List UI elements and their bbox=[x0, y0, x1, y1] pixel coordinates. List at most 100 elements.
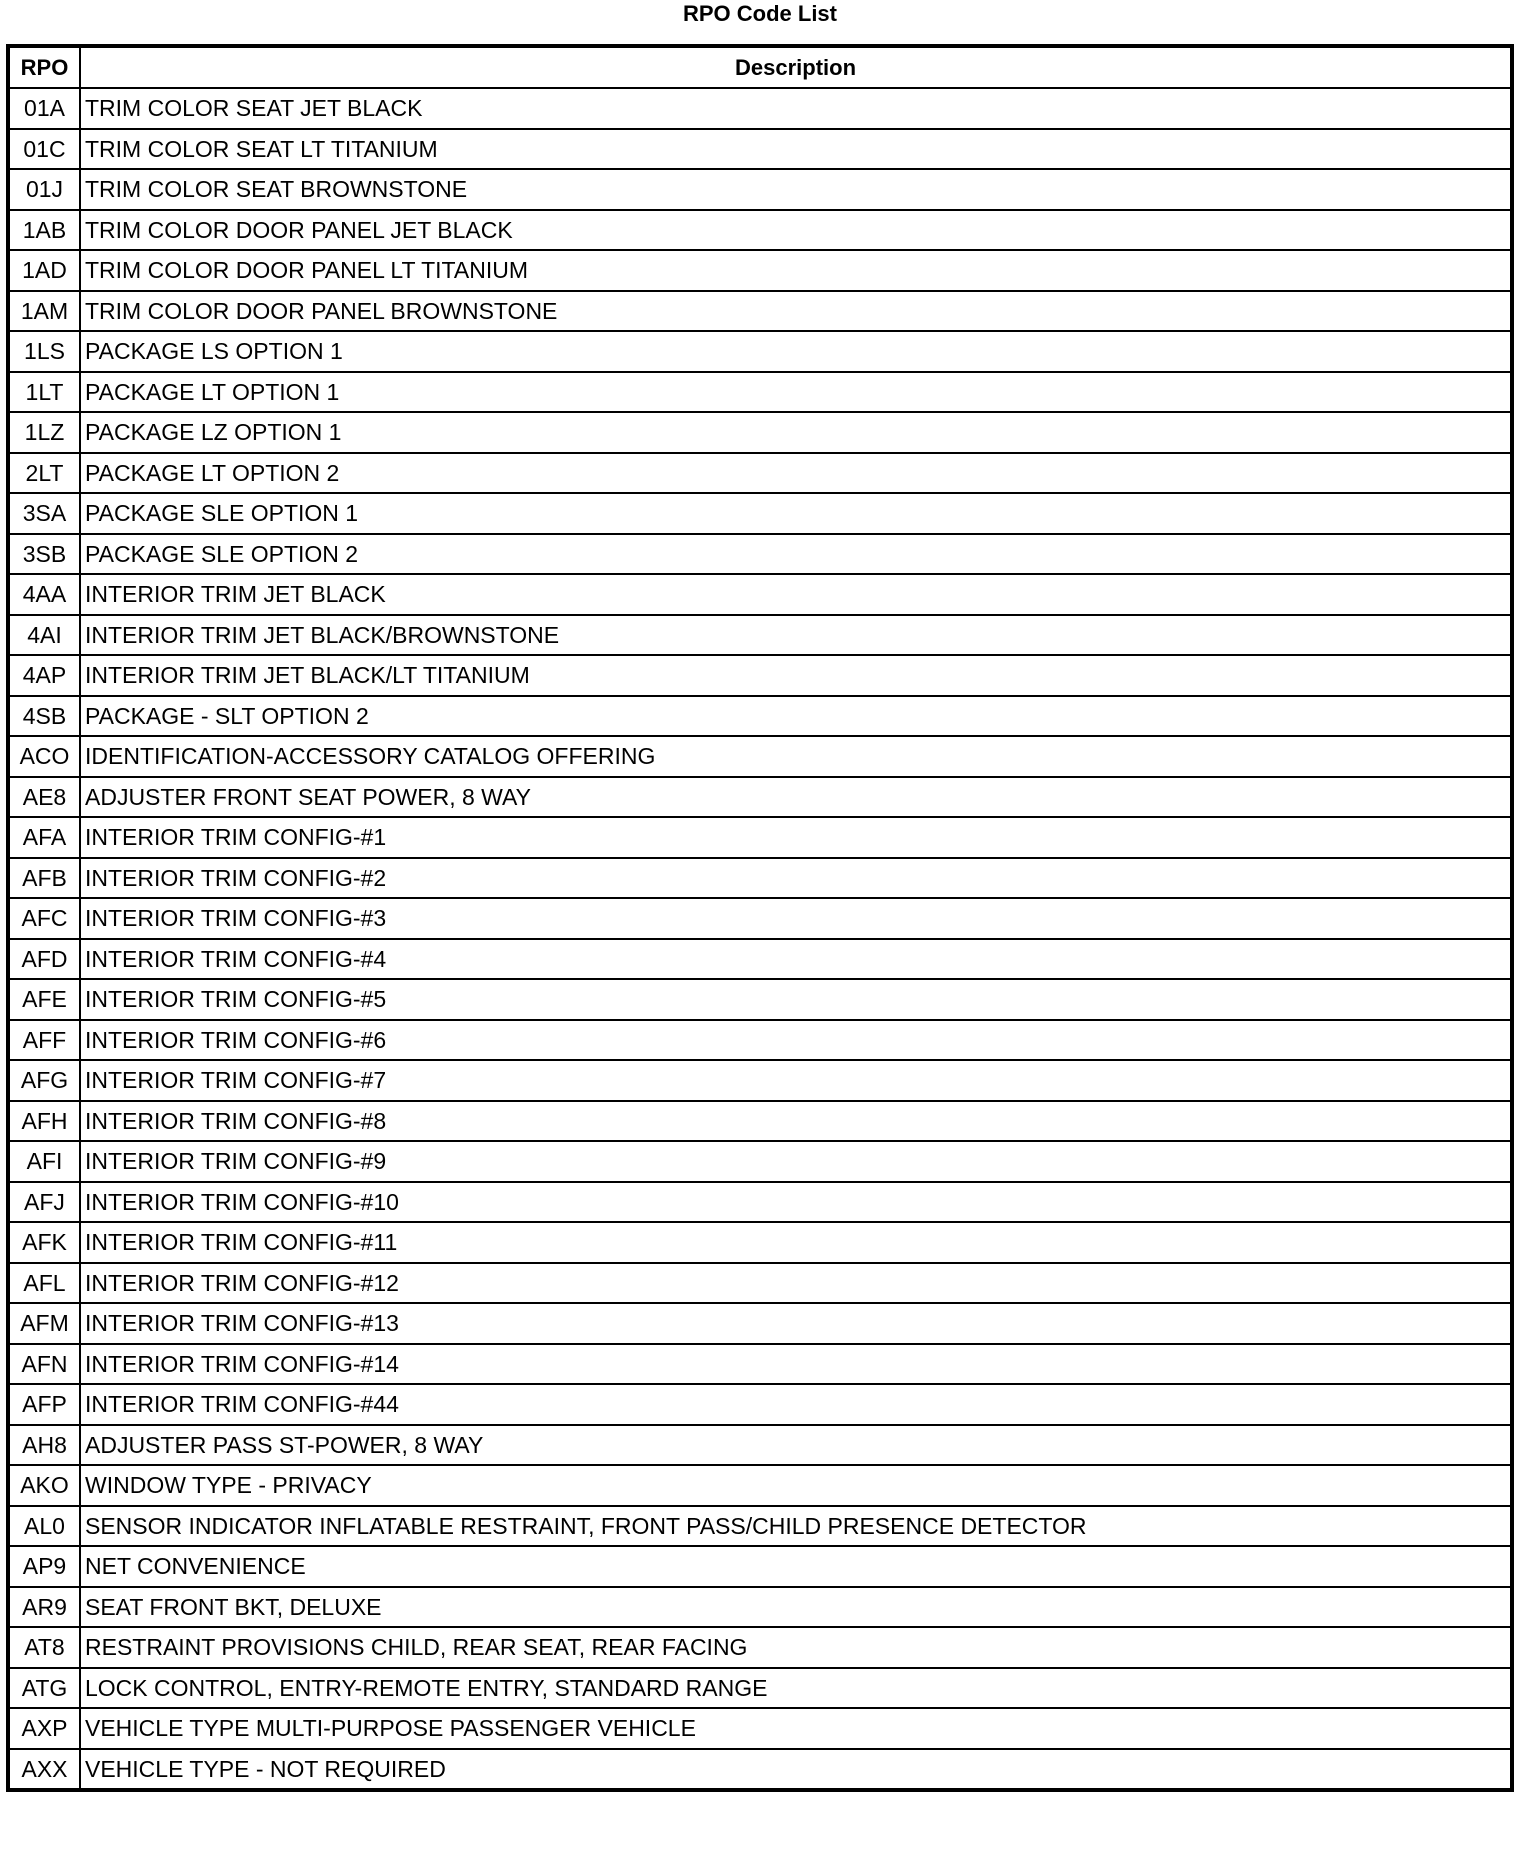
description-cell: INTERIOR TRIM CONFIG-#2 bbox=[79, 856, 1513, 899]
description-cell: TRIM COLOR DOOR PANEL JET BLACK bbox=[79, 208, 1513, 251]
description-cell: TRIM COLOR SEAT LT TITANIUM bbox=[79, 127, 1513, 170]
rpo-code-cell: AFH bbox=[7, 1099, 81, 1142]
description-cell: ADJUSTER FRONT SEAT POWER, 8 WAY bbox=[79, 775, 1513, 818]
description-cell: PACKAGE - SLT OPTION 2 bbox=[79, 694, 1513, 737]
rpo-code-cell: ATG bbox=[7, 1666, 81, 1709]
table-row: AFP INTERIOR TRIM CONFIG-#44 bbox=[7, 1383, 1513, 1426]
description-cell: INTERIOR TRIM JET BLACK/LT TITANIUM bbox=[79, 654, 1513, 697]
rpo-code-cell: 4AP bbox=[7, 654, 81, 697]
description-cell: LOCK CONTROL, ENTRY-REMOTE ENTRY, STANDA… bbox=[79, 1666, 1513, 1709]
table-row: ATG LOCK CONTROL, ENTRY-REMOTE ENTRY, STA… bbox=[7, 1666, 1513, 1709]
rpo-code-cell: AXP bbox=[7, 1707, 81, 1750]
table-row: 01C TRIM COLOR SEAT LT TITANIUM bbox=[7, 127, 1513, 170]
description-cell: PACKAGE LT OPTION 2 bbox=[79, 451, 1513, 494]
rpo-code-cell: AFA bbox=[7, 816, 81, 859]
page-title: RPO Code List bbox=[682, 1, 837, 26]
description-cell: TRIM COLOR SEAT BROWNSTONE bbox=[79, 168, 1513, 211]
table-row: 4AP INTERIOR TRIM JET BLACK/LT TITANIUM bbox=[7, 654, 1513, 697]
table-row: 2LT PACKAGE LT OPTION 2 bbox=[7, 451, 1513, 494]
column-header-rpo: RPO bbox=[7, 45, 81, 89]
rpo-code-cell: 01A bbox=[7, 87, 81, 130]
description-cell: INTERIOR TRIM CONFIG-#3 bbox=[79, 897, 1513, 940]
rpo-code-cell: 1LT bbox=[7, 370, 81, 413]
table-row: AL0 SENSOR INDICATOR INFLATABLE RESTRAINT… bbox=[7, 1504, 1513, 1547]
table-row: AFJ INTERIOR TRIM CONFIG-#10 bbox=[7, 1180, 1513, 1223]
rpo-code-cell: 4SB bbox=[7, 694, 81, 737]
rpo-code-cell: AFG bbox=[7, 1059, 81, 1102]
table-row: AFN INTERIOR TRIM CONFIG-#14 bbox=[7, 1342, 1513, 1385]
description-cell: PACKAGE LS OPTION 1 bbox=[79, 330, 1513, 373]
table-row: AFB INTERIOR TRIM CONFIG-#2 bbox=[7, 856, 1513, 899]
table-row: AR9 SEAT FRONT BKT, DELUXE bbox=[7, 1585, 1513, 1628]
rpo-code-cell: AFD bbox=[7, 937, 81, 980]
table-row: 1LS PACKAGE LS OPTION 1 bbox=[7, 330, 1513, 373]
table-row: AH8 ADJUSTER PASS ST-POWER, 8 WAY bbox=[7, 1423, 1513, 1466]
column-header-description: Description bbox=[79, 45, 1513, 89]
table-header-row: RPO Description bbox=[7, 45, 1513, 89]
table-row: 1LT PACKAGE LT OPTION 1 bbox=[7, 370, 1513, 413]
rpo-code-table: RPO Description 01A TRIM COLOR SEAT JET B… bbox=[6, 44, 1514, 1792]
description-cell: IDENTIFICATION-ACCESSORY CATALOG OFFERIN… bbox=[79, 735, 1513, 778]
rpo-code-cell: 1AB bbox=[7, 208, 81, 251]
description-cell: PACKAGE LT OPTION 1 bbox=[79, 370, 1513, 413]
table-row: 1AD TRIM COLOR DOOR PANEL LT TITANIUM bbox=[7, 249, 1513, 292]
rpo-code-cell: 1AM bbox=[7, 289, 81, 332]
description-cell: RESTRAINT PROVISIONS CHILD, REAR SEAT, R… bbox=[79, 1626, 1513, 1669]
table-row: AFA INTERIOR TRIM CONFIG-#1 bbox=[7, 816, 1513, 859]
rpo-code-cell: AFB bbox=[7, 856, 81, 899]
description-cell: INTERIOR TRIM CONFIG-#9 bbox=[79, 1140, 1513, 1183]
table-row: AFC INTERIOR TRIM CONFIG-#3 bbox=[7, 897, 1513, 940]
rpo-code-cell: AT8 bbox=[7, 1626, 81, 1669]
description-cell: INTERIOR TRIM CONFIG-#1 bbox=[79, 816, 1513, 859]
description-cell: INTERIOR TRIM CONFIG-#8 bbox=[79, 1099, 1513, 1142]
table-row: 01A TRIM COLOR SEAT JET BLACK bbox=[7, 87, 1513, 130]
rpo-code-cell: 4AA bbox=[7, 573, 81, 616]
table-row: 01J TRIM COLOR SEAT BROWNSTONE bbox=[7, 168, 1513, 211]
table-row: 4AI INTERIOR TRIM JET BLACK/BROWNSTONE bbox=[7, 613, 1513, 656]
rpo-code-cell: AFL bbox=[7, 1261, 81, 1304]
description-cell: VEHICLE TYPE MULTI-PURPOSE PASSENGER VEH… bbox=[79, 1707, 1513, 1750]
table-row: AFH INTERIOR TRIM CONFIG-#8 bbox=[7, 1099, 1513, 1142]
description-cell: WINDOW TYPE - PRIVACY bbox=[79, 1464, 1513, 1507]
rpo-code-cell: AFN bbox=[7, 1342, 81, 1385]
rpo-code-cell: 1LS bbox=[7, 330, 81, 373]
table-row: AFI INTERIOR TRIM CONFIG-#9 bbox=[7, 1140, 1513, 1183]
description-cell: INTERIOR TRIM CONFIG-#5 bbox=[79, 978, 1513, 1021]
table-row: AFM INTERIOR TRIM CONFIG-#13 bbox=[7, 1302, 1513, 1345]
description-cell: TRIM COLOR DOOR PANEL BROWNSTONE bbox=[79, 289, 1513, 332]
rpo-code-cell: AE8 bbox=[7, 775, 81, 818]
rpo-code-cell: 01J bbox=[7, 168, 81, 211]
description-cell: INTERIOR TRIM CONFIG-#6 bbox=[79, 1018, 1513, 1061]
description-cell: INTERIOR TRIM CONFIG-#4 bbox=[79, 937, 1513, 980]
table-row: 1LZ PACKAGE LZ OPTION 1 bbox=[7, 411, 1513, 454]
rpo-code-cell: AH8 bbox=[7, 1423, 81, 1466]
table-row: AFD INTERIOR TRIM CONFIG-#4 bbox=[7, 937, 1513, 980]
table-row: AE8 ADJUSTER FRONT SEAT POWER, 8 WAY bbox=[7, 775, 1513, 818]
rpo-code-cell: AR9 bbox=[7, 1585, 81, 1628]
table-row: 3SB PACKAGE SLE OPTION 2 bbox=[7, 532, 1513, 575]
table-row: 1AB TRIM COLOR DOOR PANEL JET BLACK bbox=[7, 208, 1513, 251]
table-row: AFK INTERIOR TRIM CONFIG-#11 bbox=[7, 1221, 1513, 1264]
table-row: AKO WINDOW TYPE - PRIVACY bbox=[7, 1464, 1513, 1507]
description-cell: INTERIOR TRIM CONFIG-#11 bbox=[79, 1221, 1513, 1264]
rpo-code-cell: AFI bbox=[7, 1140, 81, 1183]
rpo-code-cell: AFP bbox=[7, 1383, 81, 1426]
rpo-code-cell: AL0 bbox=[7, 1504, 81, 1547]
description-cell: INTERIOR TRIM CONFIG-#12 bbox=[79, 1261, 1513, 1304]
description-cell: PACKAGE SLE OPTION 1 bbox=[79, 492, 1513, 535]
description-cell: INTERIOR TRIM CONFIG-#13 bbox=[79, 1302, 1513, 1345]
description-cell: SEAT FRONT BKT, DELUXE bbox=[79, 1585, 1513, 1628]
rpo-code-cell: AFM bbox=[7, 1302, 81, 1345]
table-row: 4AA INTERIOR TRIM JET BLACK bbox=[7, 573, 1513, 616]
table-row: AT8 RESTRAINT PROVISIONS CHILD, REAR SEAT… bbox=[7, 1626, 1513, 1669]
description-cell: INTERIOR TRIM JET BLACK/BROWNSTONE bbox=[79, 613, 1513, 656]
rpo-code-cell: AXX bbox=[7, 1747, 81, 1791]
rpo-code-cell: AKO bbox=[7, 1464, 81, 1507]
table-row: ACO IDENTIFICATION-ACCESSORY CATALOG OFFE… bbox=[7, 735, 1513, 778]
description-cell: TRIM COLOR DOOR PANEL LT TITANIUM bbox=[79, 249, 1513, 292]
description-cell: INTERIOR TRIM JET BLACK bbox=[79, 573, 1513, 616]
table-row: 4SB PACKAGE - SLT OPTION 2 bbox=[7, 694, 1513, 737]
table-row: AFE INTERIOR TRIM CONFIG-#5 bbox=[7, 978, 1513, 1021]
rpo-code-cell: AP9 bbox=[7, 1545, 81, 1588]
description-cell: PACKAGE SLE OPTION 2 bbox=[79, 532, 1513, 575]
